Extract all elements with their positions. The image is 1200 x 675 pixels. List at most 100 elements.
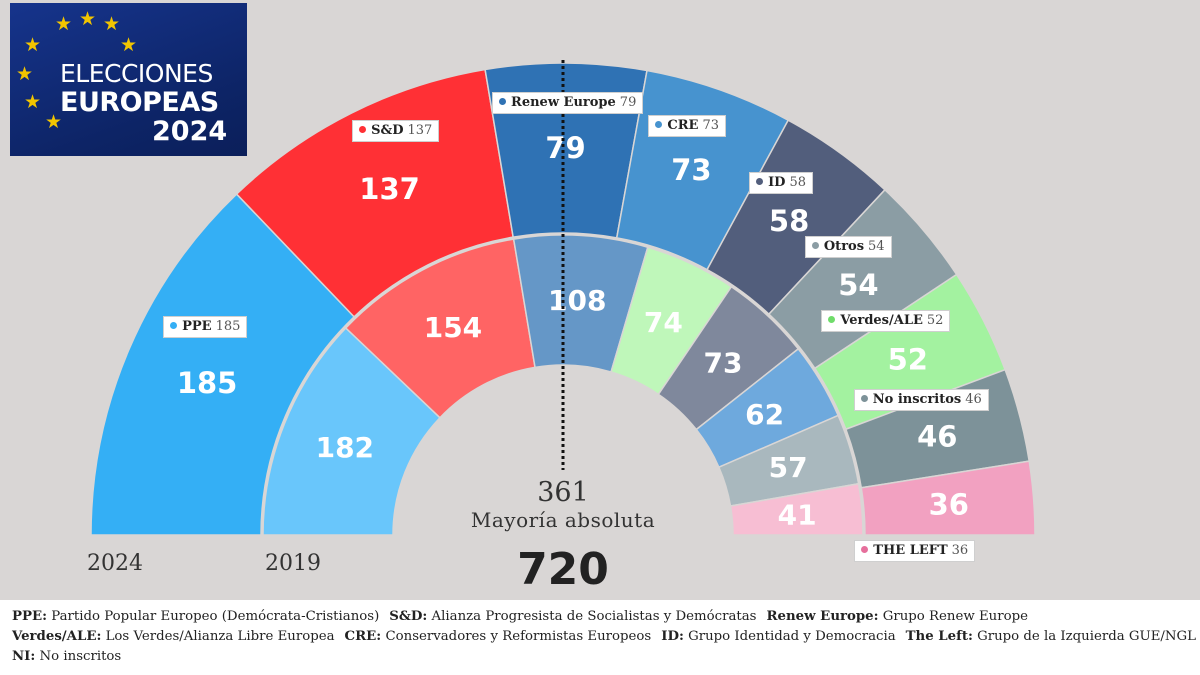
legend-item: NI: No inscritos xyxy=(12,649,121,664)
seat-value-2024-2: 79 xyxy=(545,131,585,165)
legend-dot-icon xyxy=(170,322,178,329)
legend-dot-icon xyxy=(828,316,836,324)
seat-value-2019-1: 154 xyxy=(424,311,482,344)
series-value: 58 xyxy=(789,174,806,190)
seat-value-2024-3: 73 xyxy=(671,153,711,187)
legend-row-1: Verdes/ALE: Los Verdes/Alianza Libre Eur… xyxy=(12,627,1200,647)
seat-value-2019-2: 108 xyxy=(548,284,606,317)
seat-value-2019-4: 73 xyxy=(703,346,742,379)
series-value: 73 xyxy=(702,117,719,133)
series-name: S&D xyxy=(371,123,404,139)
series-name: THE LEFT xyxy=(873,542,948,558)
legend-row-0: PPE: Partido Popular Europeo (Demócrata-… xyxy=(12,607,1200,627)
star-icon: ★ xyxy=(79,8,97,30)
seat-value-2019-5: 62 xyxy=(745,398,784,431)
series-label-8: THE LEFT 36 xyxy=(855,540,975,561)
star-icon: ★ xyxy=(103,13,121,35)
legend-text: Grupo Renew Europe xyxy=(878,609,1028,624)
logo-line-1: ELECCIONES xyxy=(60,59,213,88)
legend-item: PPE: Partido Popular Europeo (Demócrata-… xyxy=(12,609,379,624)
seat-value-2024-8: 36 xyxy=(929,488,969,522)
year-label-2019: 2019 xyxy=(265,551,321,576)
majority-label: Mayoría absoluta xyxy=(470,508,656,532)
legend-item: Renew Europe: Grupo Renew Europe xyxy=(766,609,1028,624)
series-name: PPE xyxy=(182,319,212,334)
star-icon: ★ xyxy=(120,34,138,56)
party-legend: PPE: Partido Popular Europeo (Demócrata-… xyxy=(0,600,1200,675)
series-value: 46 xyxy=(965,392,982,408)
seat-value-2024-6: 52 xyxy=(888,342,928,376)
legend-text: Conservadores y Reformistas Europeos xyxy=(381,629,652,644)
series-name: Renew Europe xyxy=(511,95,616,110)
seat-value-2024-4: 58 xyxy=(769,204,809,238)
series-label-5: Otros 54 xyxy=(805,236,891,257)
legend-key: CRE: xyxy=(344,629,382,644)
legend-text: Grupo Identidad y Democracia xyxy=(683,629,896,644)
legend-key: Verdes/ALE: xyxy=(12,629,102,644)
majority-block: 361 Mayoría absoluta xyxy=(443,477,683,533)
series-name: ID xyxy=(768,174,786,190)
legend-item: ID: Grupo Identidad y Democracia xyxy=(661,629,895,644)
legend-key: NI: xyxy=(12,649,36,664)
series-label-1: S&D 137 xyxy=(353,121,439,142)
seat-value-2024-0: 185 xyxy=(177,366,238,400)
legend-item: Verdes/ALE: Los Verdes/Alianza Libre Eur… xyxy=(12,629,335,644)
legend-dot-icon xyxy=(359,126,367,134)
legend-item: The Left: Grupo de la Izquierda GUE/NGL xyxy=(906,629,1196,644)
legend-dot-icon xyxy=(499,98,507,105)
star-icon: ★ xyxy=(24,91,42,113)
series-name: No inscritos xyxy=(872,392,962,408)
series-label-4: ID 58 xyxy=(750,172,812,193)
series-label-2: Renew Europe 79 xyxy=(493,93,643,113)
legend-key: Renew Europe: xyxy=(766,609,879,624)
legend-dot-icon xyxy=(655,120,663,128)
series-label-7: No inscritos 46 xyxy=(854,390,988,411)
legend-key: S&D: xyxy=(389,609,428,624)
legend-item: CRE: Conservadores y Reformistas Europeo… xyxy=(345,629,652,644)
series-name: Verdes/ALE xyxy=(840,313,923,329)
star-icon: ★ xyxy=(45,111,63,133)
legend-key: PPE: xyxy=(12,609,48,624)
total-seats: 720 xyxy=(517,544,609,595)
legend-text: Alianza Progresista de Socialistas y Dem… xyxy=(427,609,757,624)
seat-value-2019-7: 41 xyxy=(778,498,817,531)
series-value: 185 xyxy=(215,319,241,334)
series-value: 36 xyxy=(951,542,969,558)
legend-text: No inscritos xyxy=(35,649,122,664)
logo-line-3: 2024 xyxy=(152,116,228,147)
majority-value: 361 xyxy=(537,477,589,508)
legend-text: Partido Popular Europeo (Demócrata-Crist… xyxy=(47,609,380,624)
star-icon: ★ xyxy=(16,63,34,85)
seat-segment-2024-0 xyxy=(90,192,356,536)
year-label-2024: 2024 xyxy=(87,551,143,576)
legend-dot-icon xyxy=(860,395,868,403)
legend-dot-icon xyxy=(811,241,819,249)
series-value: 137 xyxy=(407,123,433,139)
seat-value-2019-0: 182 xyxy=(316,431,374,464)
legend-item: S&D: Alianza Progresista de Socialistas … xyxy=(389,609,756,624)
seat-segment-2024-8 xyxy=(860,460,1036,536)
seat-value-2024-5: 54 xyxy=(838,268,878,302)
legend-key: ID: xyxy=(661,629,684,644)
seat-value-2024-1: 137 xyxy=(359,172,420,206)
series-label-0: PPE 185 xyxy=(164,317,247,337)
series-label-3: CRE 73 xyxy=(649,115,725,136)
series-value: 52 xyxy=(926,313,944,329)
series-name: CRE xyxy=(667,117,699,133)
legend-dot-icon xyxy=(756,177,764,185)
elections-logo: ★ ★ ★ ★ ★ ★ ★ ★ ELECCIONES EUROPEAS 2024 xyxy=(10,3,247,156)
star-icon: ★ xyxy=(24,34,42,56)
series-value: 79 xyxy=(619,95,637,110)
seat-segment-2019-7 xyxy=(729,482,864,536)
legend-text: Los Verdes/Alianza Libre Europea xyxy=(101,629,335,644)
seat-value-2019-6: 57 xyxy=(769,451,808,484)
star-icon: ★ xyxy=(55,13,73,35)
legend-row-2: NI: No inscritos xyxy=(12,647,1200,667)
series-label-6: Verdes/ALE 52 xyxy=(822,311,950,332)
logo-line-2: EUROPEAS xyxy=(60,87,219,118)
series-value: 54 xyxy=(868,238,885,254)
legend-key: The Left: xyxy=(905,629,973,644)
legend-dot-icon xyxy=(861,545,869,553)
